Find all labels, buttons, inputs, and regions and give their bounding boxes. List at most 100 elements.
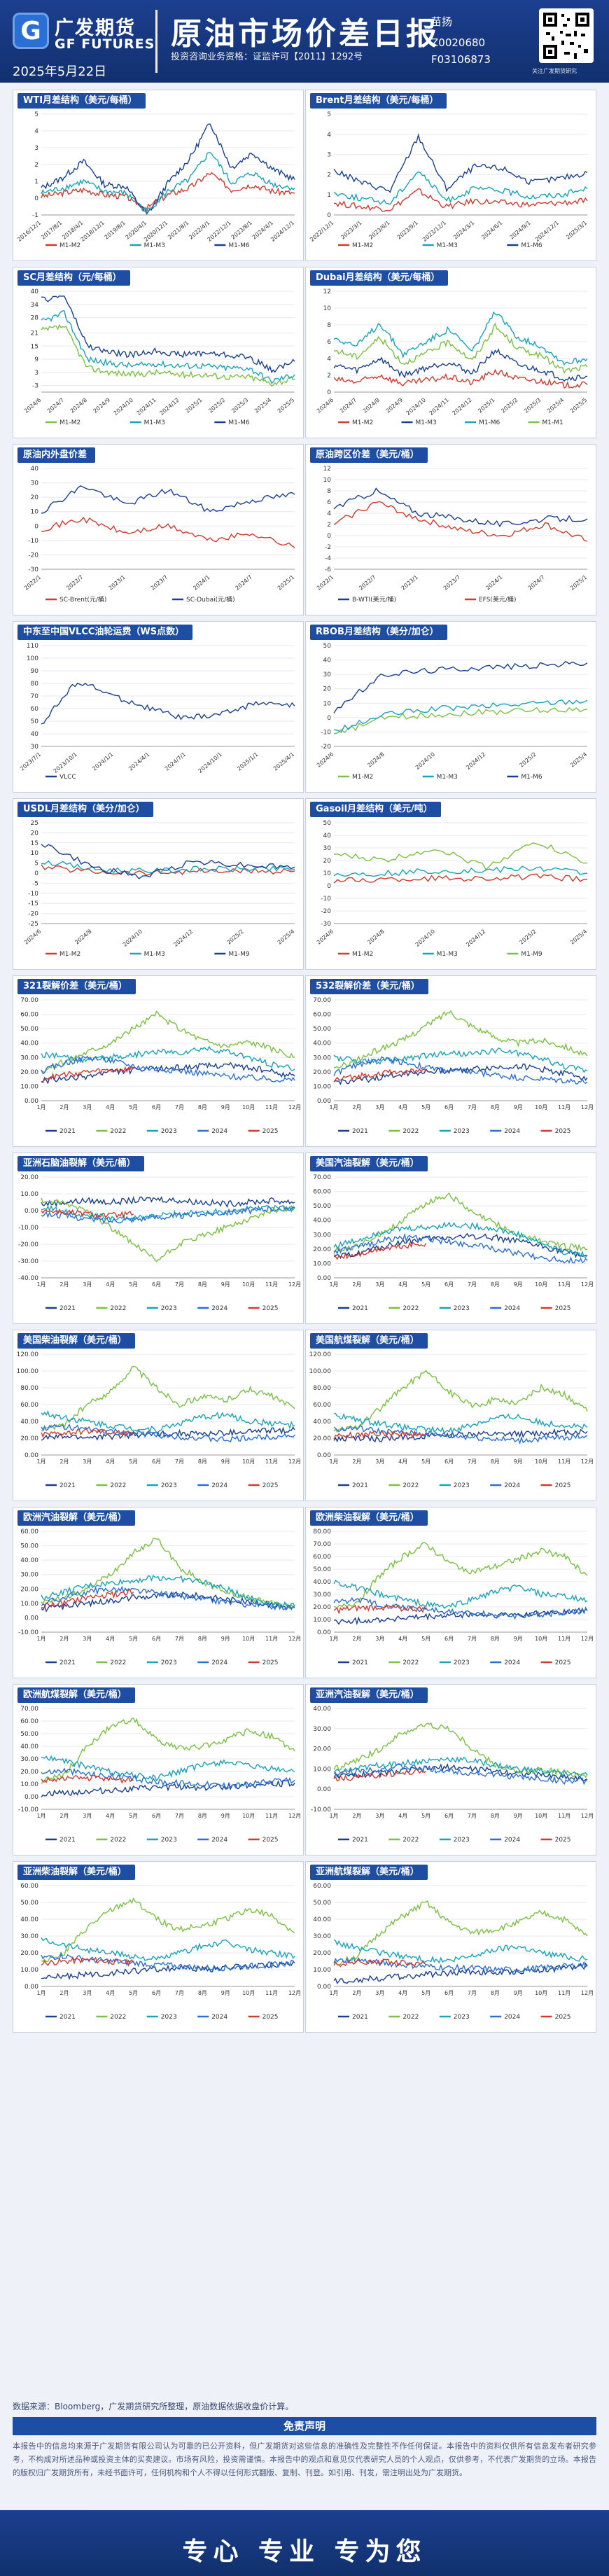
x-tick-label: 2024/7 — [234, 574, 253, 592]
series-line-M1-M1 — [333, 322, 588, 375]
series-line-M1-M2 — [333, 706, 588, 734]
x-tick-label: 4月 — [398, 1458, 407, 1465]
series-line-M1-M2 — [333, 368, 588, 389]
y-tick-label: 70.00 — [20, 1706, 38, 1713]
x-tick-label: 2024/7 — [339, 397, 358, 415]
chart-panel: 欧洲航煤裂解（美元/桶） 70.00 60.00 50.00 40.00 30.00 20.… — [13, 1684, 304, 1856]
x-tick-label: 2022/12/1 — [206, 220, 232, 243]
x-tick-label: 10月 — [535, 1281, 547, 1288]
x-tick-label: 2024/6 — [23, 397, 42, 415]
chart-panel: 亚洲汽油裂解（美元/桶） 40.00 30.00 20.00 10.00 0.00 -10.… — [305, 1684, 596, 1856]
x-tick-label: 1月 — [36, 1281, 46, 1288]
series-line-2021 — [333, 1063, 588, 1085]
x-tick-label: 12月 — [581, 1458, 594, 1465]
series-line-2021 — [333, 1232, 588, 1260]
series-line-M1-M2 — [41, 172, 295, 211]
x-tick-label: 4月 — [398, 1281, 407, 1288]
chart-title: Dubai月差结构（美元/每桶） — [310, 270, 449, 286]
series-line-2025 — [333, 1958, 427, 1968]
chart-title: 欧洲航煤裂解（美元/桶） — [18, 1687, 135, 1703]
x-tick-label: 5月 — [421, 1458, 430, 1465]
series-line-M1-M2 — [41, 864, 295, 877]
x-tick-label: 2023/9/1 — [396, 220, 419, 241]
y-tick-label: 4 — [34, 128, 38, 135]
series-line-M1-M2 — [333, 873, 588, 884]
series-line-2024 — [333, 1425, 588, 1445]
legend-label: 2021 — [352, 1837, 368, 1844]
x-tick-label: 5月 — [129, 1458, 138, 1465]
legend-label: 2022 — [402, 1837, 419, 1844]
x-tick-label: 4月 — [398, 1813, 407, 1819]
y-tick-label: 70.00 — [313, 1174, 331, 1181]
chart-title: Gasoil月差结构（美元/吨） — [310, 802, 441, 817]
legend-label: 2024 — [211, 1837, 227, 1844]
y-tick-label: 120.00 — [309, 1351, 332, 1358]
x-tick-label: 6月 — [444, 1813, 454, 1819]
y-tick-label: -10.00 — [311, 1806, 331, 1813]
series-line-2025 — [41, 1065, 134, 1082]
x-tick-label: 8月 — [491, 1990, 500, 1996]
y-tick-label: 40.00 — [313, 1916, 331, 1923]
y-tick-label: 60.00 — [20, 1402, 38, 1409]
x-tick-label: 9月 — [221, 1636, 230, 1642]
disclaimer-text: 本报告中的信息均来源于广发期货有限公司认为可靠的已公开资料，但广发期货对这些信息… — [13, 2442, 596, 2477]
y-tick-label: 30.00 — [313, 1726, 331, 1733]
y-tick-label: 20.00 — [313, 1435, 331, 1442]
x-tick-label: 2024/4/1 — [127, 751, 150, 772]
series-line-M1-M6 — [41, 295, 295, 374]
x-tick-label: 2月 — [352, 1813, 361, 1819]
analyst-number-1: Z0020680 — [431, 36, 486, 49]
y-tick-label: 70.00 — [313, 1541, 331, 1548]
x-tick-label: 2024/12/1 — [534, 220, 560, 243]
x-tick-label: 2024/10 — [113, 397, 134, 417]
y-tick-label: 80.00 — [313, 1385, 331, 1392]
series-line-2023 — [41, 1204, 295, 1223]
y-tick-label: 8 — [327, 488, 331, 495]
series-line-2024 — [333, 1957, 588, 1974]
x-tick-label: 2024/12 — [172, 928, 194, 948]
y-tick-label: 0.00 — [317, 1275, 331, 1282]
y-tick-label: 4 — [327, 132, 331, 139]
x-tick-label: 2月 — [352, 1636, 361, 1642]
x-tick-label: 11月 — [558, 1813, 570, 1819]
series-line-2024 — [41, 1423, 295, 1443]
y-tick-label: 20 — [31, 830, 39, 837]
y-tick-label: -10 — [321, 896, 331, 903]
legend-label: 2021 — [352, 1128, 368, 1135]
legend-label: M1-M2 — [59, 951, 80, 958]
legend-label: 2024 — [211, 1482, 227, 1489]
legend-label: 2021 — [59, 1482, 76, 1489]
series-line-2023 — [41, 1755, 295, 1782]
x-tick-label: 2月 — [352, 1990, 361, 1996]
x-tick-label: 7月 — [468, 1281, 477, 1288]
x-tick-label: 2月 — [59, 1281, 69, 1288]
chart-panel: 美国航煤裂解（美元/桶） 120.00 100.00 80.00 60.00 40.00 2… — [305, 1330, 596, 1501]
x-tick-label: 6月 — [444, 1458, 454, 1465]
y-tick-label: 0.00 — [317, 1098, 331, 1105]
legend-label: 2022 — [110, 1482, 126, 1489]
x-tick-label: 6月 — [444, 1104, 454, 1111]
chart-panel: 美国汽油裂解（美元/桶） 70.00 60.00 50.00 40.00 30.00 20.… — [305, 1153, 596, 1324]
chart-title: 中东至中国VLCC油轮运费（WS点数） — [18, 625, 193, 640]
y-tick-label: 4 — [327, 356, 331, 363]
y-tick-label: 40 — [323, 833, 332, 840]
x-tick-label: 12月 — [288, 1281, 301, 1288]
x-tick-label: 9月 — [221, 1104, 230, 1111]
qr-code-icon[interactable] — [539, 8, 594, 63]
x-tick-label: 8月 — [198, 1636, 207, 1642]
y-tick-label: 40.00 — [313, 1419, 331, 1426]
x-tick-label: 4月 — [106, 1990, 115, 1996]
y-tick-label: 8 — [327, 322, 331, 329]
y-tick-label: 20.00 — [20, 1586, 38, 1593]
y-tick-label: 50.00 — [20, 1543, 38, 1550]
x-tick-label: 10月 — [242, 1990, 255, 1996]
series-line-M1-M2 — [41, 323, 295, 387]
x-tick-label: 3月 — [375, 1990, 384, 1996]
series-line-2024 — [333, 1232, 588, 1264]
y-tick-label: 70 — [31, 693, 39, 700]
legend-label: 2023 — [454, 1128, 470, 1135]
series-line-2024 — [41, 1952, 295, 1972]
y-tick-label: -20 — [28, 552, 38, 559]
x-tick-label: 8月 — [198, 1281, 207, 1288]
chart-panel: 亚洲航煤裂解（美元/桶） 60.00 50.00 40.00 30.00 20.00 10.… — [305, 1861, 596, 2033]
